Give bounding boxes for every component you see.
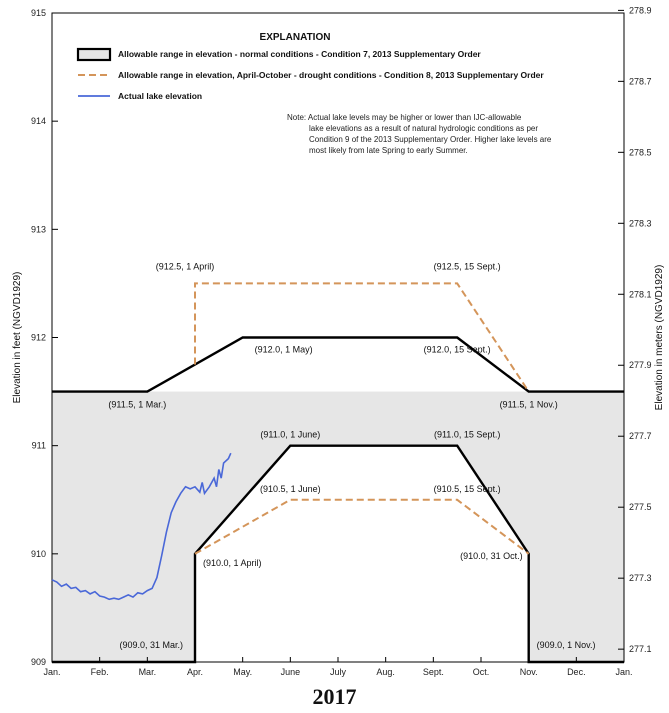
y-tick-label-right-8: 278.7 <box>629 76 652 86</box>
x-tick-label-0: Jan. <box>43 667 60 677</box>
y-axis-label-right: Elevation in meters (NGVD1929) <box>654 265 665 411</box>
note-line-1: lake elevations as a result of natural h… <box>309 124 538 133</box>
annotation-10: (910.0, 1 April) <box>203 558 262 568</box>
annotation-3: (912.0, 15 Sept.) <box>424 345 491 355</box>
x-tick-label-1: Feb. <box>91 667 109 677</box>
x-tick-label-5: June <box>281 667 301 677</box>
x-tick-label-10: Nov. <box>520 667 538 677</box>
x-tick-label-3: Apr. <box>187 667 203 677</box>
annotation-13: (909.0, 1 Nov.) <box>537 640 596 650</box>
y-tick-label-right-2: 277.5 <box>629 502 652 512</box>
annotation-12: (909.0, 31 Mar.) <box>119 640 183 650</box>
normal-upper-line <box>52 336 624 393</box>
x-tick-label-2: Mar. <box>139 667 157 677</box>
x-tick-label-7: Aug. <box>376 667 395 677</box>
annotation-5: (911.5, 1 Nov.) <box>500 400 558 410</box>
drought-lower-line <box>194 498 530 555</box>
drought-upper-line <box>194 282 530 393</box>
annotation-4: (911.5, 1 Mar.) <box>108 400 166 410</box>
y-tick-label-right-0: 277.1 <box>629 644 652 654</box>
x-tick-label-8: Sept. <box>423 667 444 677</box>
x-tick-label-4: May. <box>233 667 252 677</box>
legend-entry-normal: Allowable range in elevation - normal co… <box>118 49 481 59</box>
y-tick-label-right-9: 278.9 <box>629 5 652 15</box>
y-tick-label-left-6: 915 <box>31 8 46 18</box>
y-tick-label-right-6: 278.3 <box>629 218 652 228</box>
legend-entry-actual: Actual lake elevation <box>118 91 202 101</box>
y-axis-label-left: Elevation in feet (NGVD1929) <box>12 272 23 404</box>
annotation-6: (911.0, 1 June) <box>260 430 320 440</box>
annotation-11: (910.0, 31 Oct.) <box>460 551 523 561</box>
y-tick-label-left-0: 909 <box>31 657 46 667</box>
y-tick-label-right-7: 278.5 <box>629 147 652 157</box>
annotation-7: (911.0, 15 Sept.) <box>434 430 500 440</box>
y-tick-label-right-3: 277.7 <box>629 431 652 441</box>
x-tick-label-11: Dec. <box>567 667 586 677</box>
note-line-2: Condition 9 of the 2013 Supplementary Or… <box>309 135 552 144</box>
annotation-2: (912.0, 1 May) <box>255 345 313 355</box>
annotation-8: (910.5, 1 June) <box>260 484 321 494</box>
x-tick-label-12: Jan. <box>615 667 632 677</box>
note-line-3: most likely from late Spring to early Su… <box>309 146 468 155</box>
annotation-1: (912.5, 15 Sept.) <box>434 261 501 271</box>
y-tick-label-left-3: 912 <box>31 333 46 343</box>
y-tick-label-left-4: 913 <box>31 224 46 234</box>
y-tick-label-right-5: 278.1 <box>629 289 652 299</box>
annotation-9: (910.5, 15 Sept.) <box>434 484 501 494</box>
y-tick-label-left-2: 911 <box>32 441 46 451</box>
normal-lower-line <box>52 444 624 664</box>
y-tick-label-right-1: 277.3 <box>629 573 652 583</box>
x-tick-label-9: Oct. <box>473 667 490 677</box>
legend-title: EXPLANATION <box>260 32 331 43</box>
note-line-0: Note: Actual lake levels may be higher o… <box>287 113 522 122</box>
y-tick-label-left-5: 914 <box>31 116 46 126</box>
x-tick-label-6: July <box>330 667 347 677</box>
legend-swatch-normal <box>76 47 112 62</box>
y-tick-label-right-4: 277.9 <box>629 360 652 370</box>
year-label: 2017 <box>312 684 357 709</box>
y-tick-label-left-1: 910 <box>31 549 46 559</box>
legend-entry-drought: Allowable range in elevation, April-Octo… <box>118 70 544 80</box>
actual-elevation-line <box>51 452 232 601</box>
annotation-0: (912.5, 1 April) <box>156 261 215 271</box>
lake-elevation-chart: 909 910 911 912 913 914 915 277.1 277.3 277.5 277.… <box>12 5 665 677</box>
